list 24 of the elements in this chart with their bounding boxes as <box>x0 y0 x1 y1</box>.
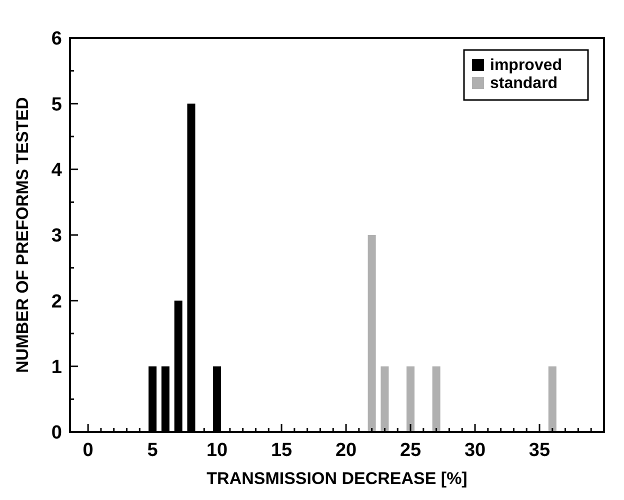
x-tick-label: 30 <box>464 440 486 461</box>
y-tick-label: 5 <box>51 94 62 116</box>
x-tick-label: 5 <box>147 440 158 461</box>
y-tick-label: 3 <box>51 226 62 247</box>
y-tick-label: 4 <box>51 160 62 181</box>
legend-label: standard <box>490 75 558 92</box>
x-tick-label: 35 <box>528 440 551 461</box>
y-tick-label: 1 <box>51 356 62 378</box>
bar <box>432 366 440 432</box>
x-tick-label: 20 <box>335 440 357 461</box>
bar <box>368 235 376 432</box>
bar <box>548 366 556 432</box>
bar <box>406 366 415 432</box>
bar <box>380 366 389 432</box>
x-axis-title: TRANSMISSION DECREASE [%] <box>206 469 468 488</box>
y-tick-label: 6 <box>51 28 62 50</box>
y-tick-label: 0 <box>51 422 62 444</box>
legend-label: improved <box>490 57 562 74</box>
x-tick-label: 10 <box>206 440 228 461</box>
y-axis-title: NUMBER OF PREFORMS TESTED <box>13 97 32 373</box>
y-tick-label: 2 <box>51 291 62 312</box>
x-tick-label: 0 <box>82 440 94 461</box>
x-tick-label: 15 <box>270 440 293 461</box>
x-tick-label: 25 <box>400 440 422 461</box>
